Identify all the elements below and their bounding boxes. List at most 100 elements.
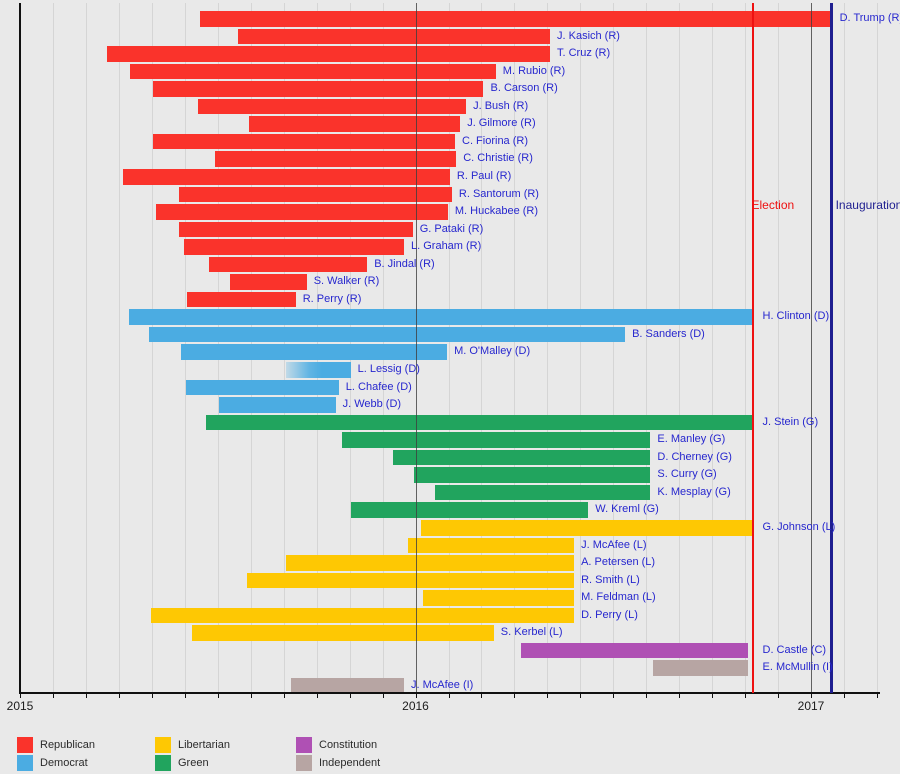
bar-b-jindal-r	[208, 256, 368, 273]
axis-tick	[415, 694, 417, 698]
bar-d-perry-l	[150, 607, 575, 624]
month-gridline	[151, 3, 153, 693]
legend-swatch-green	[155, 755, 171, 771]
bar-j-stein-g	[205, 414, 753, 431]
axis-tick	[745, 694, 747, 698]
axis-tick	[844, 694, 845, 698]
bar-label-g-pataki-r: G. Pataki (R)	[419, 222, 484, 235]
bar-label-r-santorum-r: R. Santorum (R)	[458, 187, 539, 200]
bar-label-l-lessig-d: L. Lessig (D)	[357, 363, 420, 375]
axis-tick	[382, 694, 384, 698]
bar-label-a-petersen-l: A. Petersen (L)	[581, 556, 656, 569]
bar-label-s-curry-g: S. Curry (G)	[657, 468, 717, 481]
bar-e-manley-g	[341, 432, 651, 448]
bar-m-o-malley-d	[181, 344, 448, 360]
axis-tick	[876, 694, 878, 698]
bar-label-m-huckabee-r: M. Huckabee (R)	[454, 205, 539, 218]
bar-label-h-clinton-d: H. Clinton (D)	[762, 310, 830, 323]
bar-l-graham-r	[183, 239, 404, 255]
bar-m-huckabee-r	[155, 204, 448, 220]
bar-label-d-castle-c: D. Castle (C)	[762, 643, 827, 656]
bar-g-pataki-r	[178, 221, 413, 238]
axis-tick	[217, 694, 219, 698]
bar-j-gilmore-r	[249, 116, 461, 132]
bar-d-trump-r	[200, 11, 832, 27]
bar-j-mcafee-i	[290, 677, 404, 694]
bar-label-b-jindal-r: B. Jindal (R)	[374, 257, 435, 270]
month-gridline	[712, 3, 714, 693]
axis-year-label: 2017	[797, 699, 825, 713]
axis-tick	[481, 694, 483, 698]
axis-tick	[448, 694, 450, 698]
month-gridline	[514, 3, 516, 693]
bar-label-j-stein-g: J. Stein (G)	[762, 415, 819, 428]
bar-label-g-johnson-l: G. Johnson (L)	[762, 521, 836, 533]
bar-label-c-fiorina-r: C. Fiorina (R)	[462, 134, 529, 147]
bar-label-s-walker-r: S. Walker (R)	[313, 275, 380, 288]
bar-label-r-smith-l: R. Smith (L)	[581, 573, 640, 586]
legend-swatch-republican	[17, 737, 33, 753]
axis-tick	[811, 694, 812, 698]
month-gridline	[876, 3, 878, 693]
bar-m-feldman-l	[422, 590, 575, 606]
bar-b-carson-r	[152, 81, 484, 97]
bar-label-j-webb-d: J. Webb (D)	[342, 398, 402, 411]
legend-label-democrat: Democrat	[40, 757, 88, 769]
month-gridline	[481, 3, 483, 693]
axis-tick	[547, 694, 549, 698]
month-gridline	[547, 3, 549, 693]
axis-tick	[646, 694, 648, 698]
bar-label-b-sanders-d: B. Sanders (D)	[632, 327, 705, 340]
bar-label-b-carson-r: B. Carson (R)	[490, 82, 558, 95]
x-axis-line	[19, 692, 880, 694]
bar-label-m-rubio-r: M. Rubio (R)	[502, 64, 566, 77]
bar-m-rubio-r	[129, 63, 496, 80]
bar-label-j-gilmore-r: J. Gilmore (R)	[467, 117, 536, 130]
bar-l-lessig-d	[285, 362, 351, 378]
axis-year-label: 2016	[402, 699, 429, 713]
axis-tick	[514, 694, 516, 698]
legend-swatch-libertarian	[155, 737, 171, 753]
month-gridline	[118, 3, 120, 693]
bar-c-fiorina-r	[152, 133, 456, 150]
election-line	[751, 3, 754, 693]
bar-w-kreml-g	[351, 502, 589, 518]
y-axis-line	[19, 3, 21, 693]
bar-label-w-kreml-g: W. Kreml (G)	[595, 503, 659, 516]
bar-d-castle-c	[520, 642, 748, 659]
axis-year-label: 2015	[6, 699, 34, 713]
bar-label-m-feldman-l: M. Feldman (L)	[581, 591, 656, 604]
axis-tick	[184, 694, 186, 698]
bar-label-t-cruz-r: T. Cruz (R)	[557, 47, 611, 60]
bar-label-d-perry-l: D. Perry (L)	[581, 608, 638, 621]
month-gridline	[580, 3, 582, 693]
inauguration-line	[830, 3, 834, 693]
bar-a-petersen-l	[285, 555, 575, 571]
axis-tick	[250, 694, 252, 698]
bar-c-christie-r	[215, 151, 457, 167]
legend-label-republican: Republican	[40, 739, 96, 751]
bar-label-r-perry-r: R. Perry (R)	[302, 292, 362, 305]
bar-e-mcmullin-i	[653, 660, 748, 676]
bar-r-perry-r	[187, 291, 296, 308]
bar-h-clinton-d	[128, 309, 753, 325]
bar-label-j-mcafee-i: J. McAfee (I)	[411, 678, 474, 691]
bar-label-d-cherney-g: D. Cherney (G)	[657, 450, 732, 463]
bar-j-mcafee-l	[407, 537, 575, 553]
bar-j-kasich-r	[237, 28, 550, 45]
month-gridline	[85, 3, 87, 693]
bar-b-sanders-d	[148, 326, 626, 343]
bar-label-j-mcafee-l: J. McAfee (L)	[581, 538, 647, 551]
election-label: Election	[751, 198, 795, 212]
bar-label-e-mcmullin-i: E. McMullin (I)	[762, 661, 833, 674]
bar-t-cruz-r	[107, 46, 550, 62]
month-gridline	[679, 3, 681, 693]
bar-label-d-trump-r: D. Trump (R)	[839, 12, 900, 24]
month-gridline	[778, 3, 779, 693]
axis-tick	[580, 694, 582, 698]
bar-label-m-o-malley-d: M. O'Malley (D)	[454, 345, 531, 358]
axis-tick	[613, 694, 615, 698]
axis-tick	[349, 694, 351, 698]
axis-tick	[778, 694, 779, 698]
